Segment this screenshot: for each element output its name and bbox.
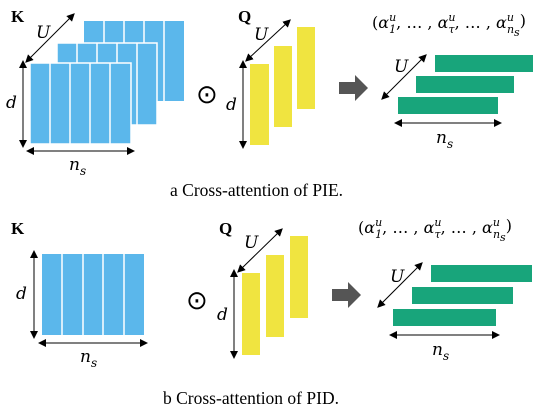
query-label-b: Q bbox=[219, 219, 232, 238]
query-depth-arrow bbox=[245, 19, 291, 62]
key-label: K bbox=[11, 7, 25, 26]
panel-a: K bbox=[6, 7, 533, 200]
query-vector-middle bbox=[274, 46, 292, 127]
output-width-label: ns bbox=[436, 128, 453, 151]
output-bar-middle bbox=[416, 76, 514, 93]
query-depth-label-b: U bbox=[244, 233, 259, 253]
output-bar-middle-b bbox=[412, 287, 513, 304]
query-height-label-b: d bbox=[217, 305, 228, 325]
key-height-label-b: d bbox=[16, 284, 27, 304]
key-depth-label: U bbox=[36, 23, 51, 43]
query-label: Q bbox=[238, 7, 251, 26]
query-vector-front bbox=[250, 64, 269, 145]
attention-output-bars-b bbox=[393, 265, 532, 326]
output-depth-label-b: U bbox=[390, 267, 405, 287]
query-vector-middle-b bbox=[266, 255, 284, 337]
output-depth-arrow bbox=[381, 54, 427, 100]
query-depth-arrow-b bbox=[237, 228, 283, 273]
elementwise-product-icon: ⊙ bbox=[196, 80, 218, 110]
attention-weights-label-b: (αu 1, … , αu τ, … , αu ns) bbox=[358, 216, 512, 244]
query-depth-label: U bbox=[254, 25, 269, 45]
caption-a: a Cross-attention of PIE. bbox=[170, 180, 343, 200]
key-matrix bbox=[42, 254, 144, 335]
key-matrix-stack bbox=[29, 21, 184, 145]
output-depth-label: U bbox=[394, 57, 409, 77]
key-width-label-b: ns bbox=[80, 347, 97, 370]
query-vector-back-b bbox=[290, 236, 308, 318]
output-depth-arrow-b bbox=[377, 262, 423, 308]
key-width-label: ns bbox=[69, 155, 86, 178]
output-bar-back-b bbox=[431, 265, 532, 282]
panel-b: K d ns ⊙ Q U d (αu 1, … , αu τ, … , αu ns) bbox=[11, 216, 532, 408]
key-height-label: d bbox=[6, 93, 17, 113]
query-vector-back bbox=[297, 27, 315, 109]
caption-b: b Cross-attention of PID. bbox=[163, 388, 339, 408]
attention-output-bars bbox=[398, 55, 533, 114]
result-arrow-icon-b bbox=[332, 282, 361, 308]
result-arrow-icon bbox=[339, 75, 368, 101]
query-vectors-b bbox=[242, 236, 308, 355]
output-bar-back bbox=[435, 55, 533, 72]
elementwise-product-icon-b: ⊙ bbox=[186, 286, 208, 316]
key-matrix-front bbox=[29, 62, 132, 145]
output-bar-front bbox=[398, 97, 498, 114]
key-label-b: K bbox=[11, 219, 25, 238]
output-width-label-b: ns bbox=[432, 340, 449, 363]
key-depth-arrow bbox=[25, 13, 75, 63]
attention-weights-label: (αu 1, … , αu τ, … , αu ns) bbox=[372, 11, 526, 39]
output-bar-front-b bbox=[393, 309, 496, 326]
query-vectors bbox=[250, 27, 315, 145]
query-vector-front-b bbox=[242, 273, 260, 355]
query-height-label: d bbox=[226, 95, 237, 115]
